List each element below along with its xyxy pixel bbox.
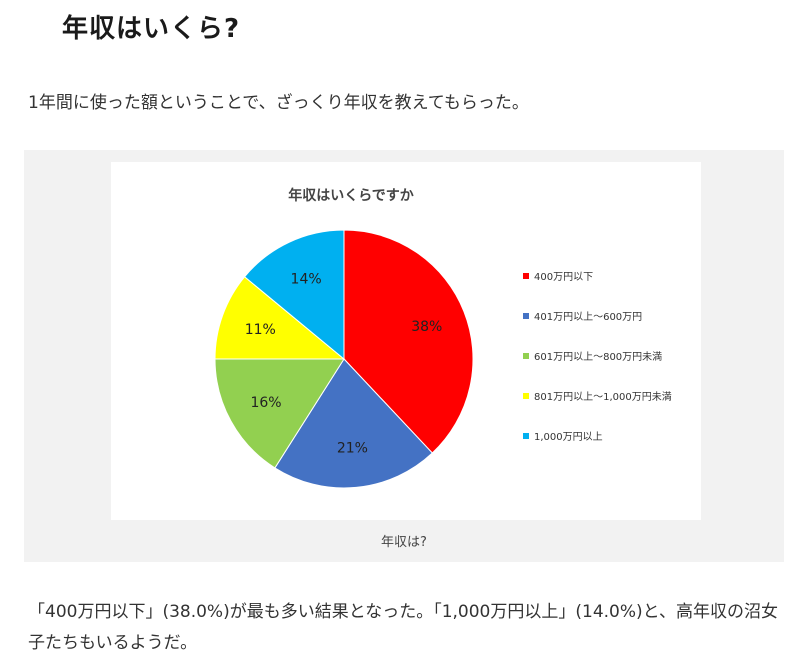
legend-swatch — [523, 273, 529, 279]
pie-slice — [343, 229, 474, 454]
chart-title: 年収はいくらですか — [288, 187, 414, 204]
legend-swatch — [523, 353, 529, 359]
figure-caption: 年収は? — [381, 535, 427, 550]
slice-data-label: 21% — [337, 441, 368, 457]
legend-label: 601万円以上～800万円未満 — [534, 351, 662, 363]
pie-slice — [243, 229, 345, 361]
legend-label: 1,000万円以上 — [534, 431, 603, 443]
slice-data-label: 11% — [245, 322, 276, 338]
legend-swatch — [523, 433, 529, 439]
pie-slice — [214, 358, 345, 469]
summary-text: 「400万円以下」(38.0%)が最も多い結果となった。「1,000万円以上」(… — [28, 602, 778, 653]
chart-panel: 年収はいくらですか 38% 21% 16% 11% 14% 400万円以下 401万円以上… — [111, 162, 701, 520]
pie-chart: 年収はいくらですか 38% 21% 16% 11% 14% 400万円以下 401万円以上… — [214, 187, 672, 489]
legend-label: 401万円以上～600万円 — [534, 311, 642, 323]
pie-slice — [274, 358, 434, 489]
legend-swatch — [523, 393, 529, 399]
figure: 年収はいくらですか 38% 21% 16% 11% 14% 400万円以下 401万円以上… — [24, 150, 784, 562]
pie-slice — [214, 276, 346, 360]
legend-swatch — [523, 313, 529, 319]
page-title: 年収はいくら? — [62, 14, 241, 44]
legend-label: 400万円以下 — [534, 272, 593, 283]
intro-text: 1年間に使った額ということで、ざっくり年収を教えてもらった。 — [28, 93, 529, 113]
slice-data-label: 16% — [250, 395, 281, 411]
slice-data-label: 14% — [291, 272, 322, 288]
slice-data-label: 38% — [411, 319, 442, 335]
legend-label: 801万円以上～1,000万円未満 — [534, 391, 672, 403]
